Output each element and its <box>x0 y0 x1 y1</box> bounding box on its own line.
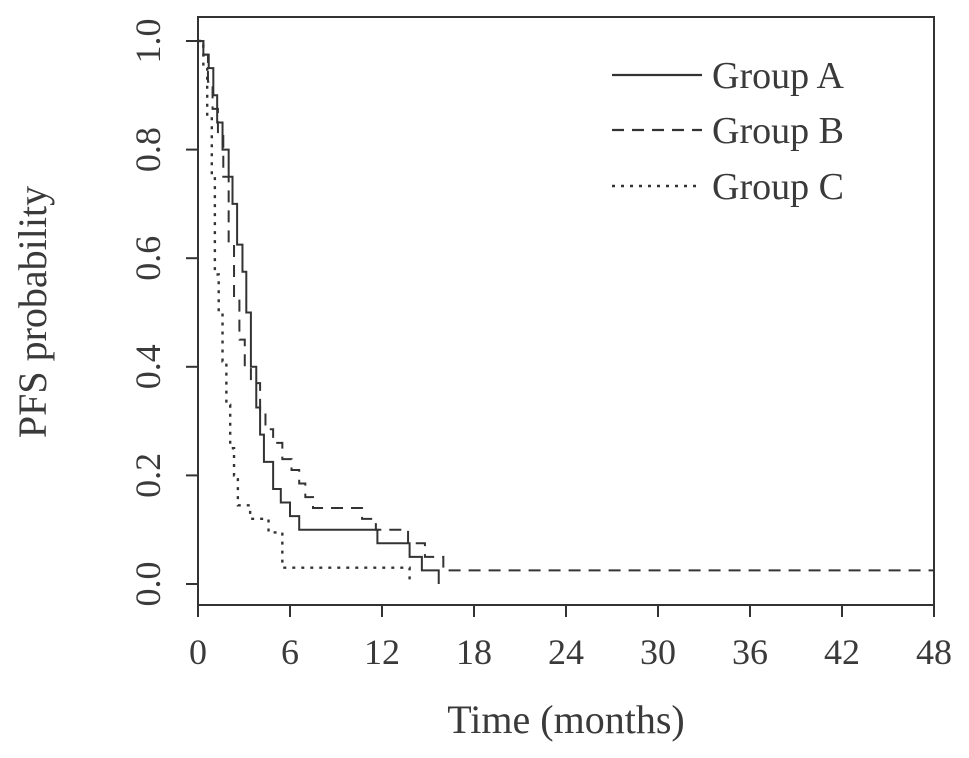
x-tick-label: 24 <box>548 632 584 672</box>
y-tick-label: 0.0 <box>128 562 168 607</box>
legend-label-group-c: Group C <box>712 166 844 208</box>
y-tick-label: 0.4 <box>128 344 168 389</box>
legend: Group A Group B Group C <box>612 55 845 208</box>
legend-label-group-a: Group A <box>712 55 845 97</box>
y-tick-label: 0.6 <box>128 236 168 281</box>
y-tick-label: 0.8 <box>128 127 168 172</box>
x-tick-label: 48 <box>916 632 952 672</box>
x-tick-label: 42 <box>824 632 860 672</box>
y-axis: 0.0 0.2 0.4 0.6 0.8 1.0 <box>128 19 198 607</box>
x-axis-title: Time (months) <box>447 697 684 742</box>
x-tick-label: 18 <box>456 632 492 672</box>
series-line-group-b <box>198 40 934 572</box>
legend-label-group-b: Group B <box>712 110 844 152</box>
x-tick-label: 30 <box>640 632 676 672</box>
plot-frame <box>197 16 935 606</box>
x-tick-label: 0 <box>189 632 207 672</box>
series-line-group-c <box>198 39 411 584</box>
y-tick-label: 0.2 <box>128 453 168 498</box>
x-tick-label: 36 <box>732 632 768 672</box>
y-tick-label: 1.0 <box>128 19 168 64</box>
y-axis-title: PFS probability <box>10 186 55 438</box>
x-tick-label: 12 <box>364 632 400 672</box>
series-line-group-a <box>198 40 440 584</box>
x-tick-label: 6 <box>281 632 299 672</box>
x-axis: 0 6 12 18 24 30 36 42 48 <box>189 605 952 672</box>
series-lines <box>198 39 934 584</box>
